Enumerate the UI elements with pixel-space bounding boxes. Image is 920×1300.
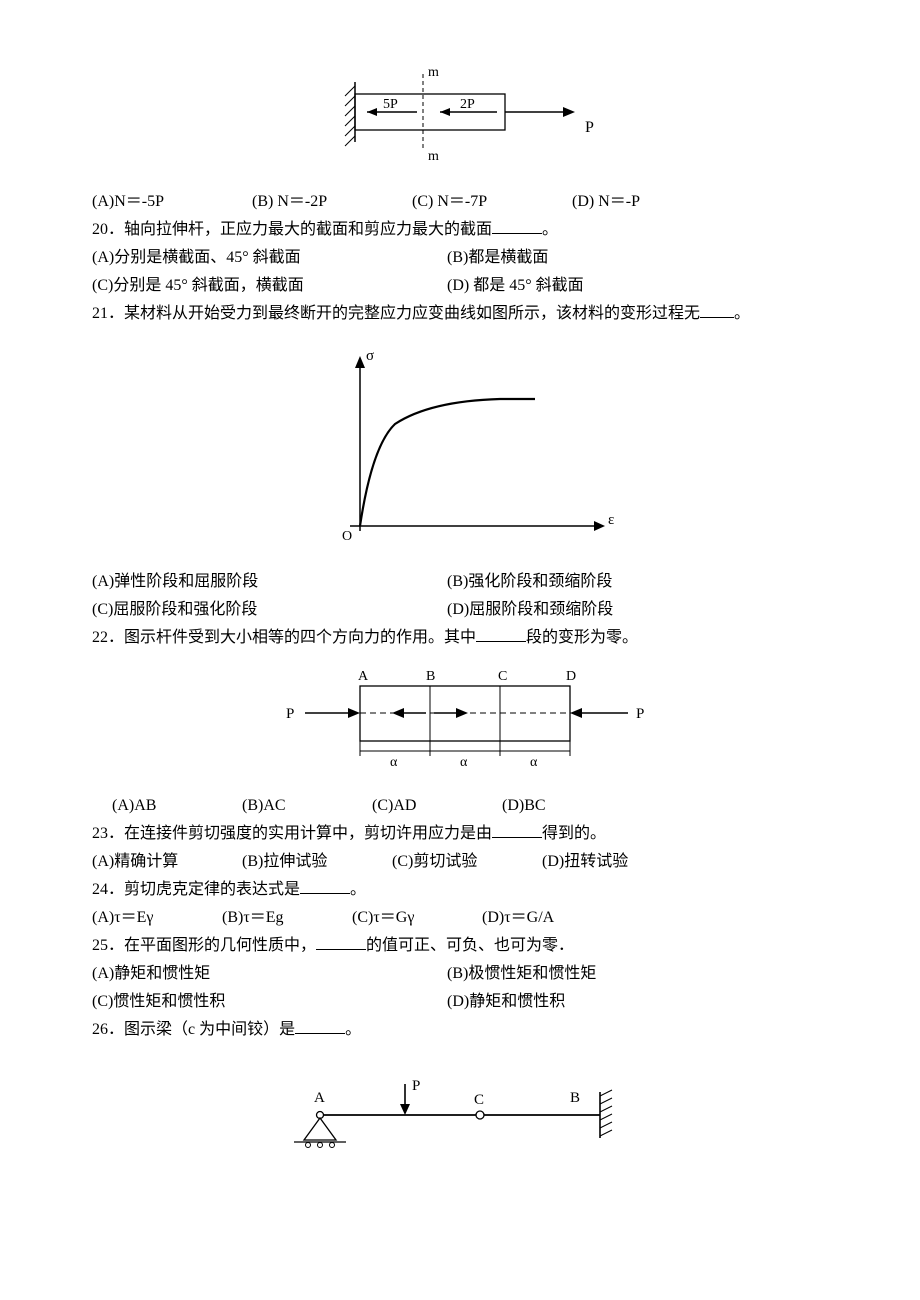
q-num: 25． <box>92 937 124 954</box>
opt-a: (A)τ＝Eγ <box>92 904 222 932</box>
q20-options-2: (C)分别是 45° 斜截面，横截面 (D) 都是 45° 斜截面 <box>92 272 828 300</box>
opt-a: (A)静矩和惯性矩 <box>92 960 447 988</box>
opt-c: (C)AD <box>372 792 502 820</box>
opt-d: (D)屈服阶段和颈缩阶段 <box>447 596 828 624</box>
svg-text:σ: σ <box>366 348 374 364</box>
svg-text:α: α <box>390 755 398 770</box>
q-num: 24． <box>92 881 124 898</box>
svg-text:2P: 2P <box>460 97 475 112</box>
figure-q19: m m 5P 2P P <box>92 62 828 182</box>
q-text-a: 在连接件剪切强度的实用计算中，剪切许用应力是由 <box>124 825 492 842</box>
svg-text:P: P <box>412 1078 420 1094</box>
q-num: 22． <box>92 629 124 646</box>
svg-text:P: P <box>636 706 644 722</box>
q-num: 20． <box>92 221 124 238</box>
svg-text:D: D <box>566 669 576 684</box>
q-text: 轴向拉伸杆，正应力最大的截面和剪应力最大的截面 <box>124 221 492 238</box>
opt-b: (B)τ＝Eg <box>222 904 352 932</box>
opt-a: (A)分别是横截面、45° 斜截面 <box>92 244 447 272</box>
opt-c: (C)惯性矩和惯性积 <box>92 988 447 1016</box>
figure-q22: A B C D P P α α α <box>92 656 828 786</box>
four-force-bar: A B C D P P α α α <box>250 656 670 776</box>
svg-text:5P: 5P <box>383 97 398 112</box>
svg-text:m: m <box>428 65 439 80</box>
q25-options-2: (C)惯性矩和惯性积 (D)静矩和惯性积 <box>92 988 828 1016</box>
figure-q21: σ ε O <box>92 346 828 556</box>
blank <box>492 217 542 234</box>
opt-a: (A)AB <box>112 792 242 820</box>
opt-b: (B)都是横截面 <box>447 244 828 272</box>
opt-d: (D) N＝-P <box>572 188 640 216</box>
svg-text:P: P <box>585 119 594 136</box>
blank <box>316 933 366 950</box>
q-text-b: 的值可正、可负、也可为零． <box>366 937 574 954</box>
q-text-a: 在平面图形的几何性质中， <box>124 937 316 954</box>
svg-text:A: A <box>314 1090 325 1106</box>
opt-d: (D)扭转试验 <box>542 848 628 876</box>
q20: 20．轴向拉伸杆，正应力最大的截面和剪应力最大的截面。 <box>92 216 828 244</box>
opt-b: (B)强化阶段和颈缩阶段 <box>447 568 828 596</box>
opt-d: (D)静矩和惯性积 <box>447 988 828 1016</box>
q23: 23．在连接件剪切强度的实用计算中，剪切许用应力是由 得到的。 <box>92 820 828 848</box>
opt-b: (B)AC <box>242 792 372 820</box>
opt-d: (D)BC <box>502 792 546 820</box>
q22: 22．图示杆件受到大小相等的四个方向力的作用。其中 段的变形为零。 <box>92 624 828 652</box>
blank <box>492 821 542 838</box>
q25: 25．在平面图形的几何性质中， 的值可正、可负、也可为零． <box>92 932 828 960</box>
opt-a: (A)N＝-5P <box>92 188 252 216</box>
q19-options: (A)N＝-5P (B) N＝-2P (C) N＝-7P (D) N＝-P <box>92 188 828 216</box>
blank <box>295 1017 345 1034</box>
blank <box>476 625 526 642</box>
q-num: 23． <box>92 825 124 842</box>
blank <box>700 301 734 318</box>
beam-diagram: m m 5P 2P P <box>305 62 615 172</box>
svg-text:ε: ε <box>608 512 614 528</box>
q24: 24．剪切虎克定律的表达式是。 <box>92 876 828 904</box>
svg-text:C: C <box>498 669 507 684</box>
q26: 26．图示梁（c 为中间铰）是。 <box>92 1016 828 1044</box>
svg-text:B: B <box>426 669 435 684</box>
q21-options-2: (C)屈服阶段和强化阶段 (D)屈服阶段和颈缩阶段 <box>92 596 828 624</box>
svg-text:α: α <box>460 755 468 770</box>
q-text-b: 段的变形为零。 <box>526 629 638 646</box>
q-text: 剪切虎克定律的表达式是 <box>124 881 300 898</box>
beam-hinge-diagram: A P C B <box>270 1070 650 1150</box>
svg-text:B: B <box>570 1090 580 1106</box>
opt-a: (A)弹性阶段和屈服阶段 <box>92 568 447 596</box>
opt-d: (D) 都是 45° 斜截面 <box>447 272 828 300</box>
q25-options: (A)静矩和惯性矩 (B)极惯性矩和惯性矩 <box>92 960 828 988</box>
opt-c: (C)屈服阶段和强化阶段 <box>92 596 447 624</box>
q-text-a: 图示杆件受到大小相等的四个方向力的作用。其中 <box>124 629 476 646</box>
svg-text:α: α <box>530 755 538 770</box>
q20-options: (A)分别是横截面、45° 斜截面 (B)都是横截面 <box>92 244 828 272</box>
blank <box>300 877 350 894</box>
svg-text:P: P <box>286 706 294 722</box>
q-text-b: 得到的。 <box>542 825 606 842</box>
opt-c: (C)剪切试验 <box>392 848 542 876</box>
svg-text:C: C <box>474 1092 484 1108</box>
opt-c: (C)τ＝Gγ <box>352 904 482 932</box>
svg-text:m: m <box>428 149 439 164</box>
svg-text:O: O <box>342 529 352 544</box>
opt-c: (C) N＝-7P <box>412 188 572 216</box>
q21-options: (A)弹性阶段和屈服阶段 (B)强化阶段和颈缩阶段 <box>92 568 828 596</box>
q21: 21．某材料从开始受力到最终断开的完整应力应变曲线如图所示，该材料的变形过程无。 <box>92 300 828 328</box>
q22-options: (A)AB (B)AC (C)AD (D)BC <box>92 792 828 820</box>
svg-text:A: A <box>358 669 369 684</box>
opt-b: (B) N＝-2P <box>252 188 412 216</box>
q-num: 26． <box>92 1021 124 1038</box>
q-num: 21． <box>92 305 124 322</box>
figure-q26: A P C B <box>92 1070 828 1160</box>
opt-c: (C)分别是 45° 斜截面，横截面 <box>92 272 447 300</box>
opt-d: (D)τ＝G/A <box>482 904 554 932</box>
q-text-a: 图示梁（c 为中间铰）是 <box>124 1021 295 1038</box>
opt-b: (B)极惯性矩和惯性矩 <box>447 960 828 988</box>
q24-options: (A)τ＝Eγ (B)τ＝Eg (C)τ＝Gγ (D)τ＝G/A <box>92 904 828 932</box>
q23-options: (A)精确计算 (B)拉伸试验 (C)剪切试验 (D)扭转试验 <box>92 848 828 876</box>
q-text: 某材料从开始受力到最终断开的完整应力应变曲线如图所示，该材料的变形过程无 <box>124 305 700 322</box>
opt-b: (B)拉伸试验 <box>242 848 392 876</box>
opt-a: (A)精确计算 <box>92 848 242 876</box>
stress-strain-plot: σ ε O <box>300 346 620 546</box>
